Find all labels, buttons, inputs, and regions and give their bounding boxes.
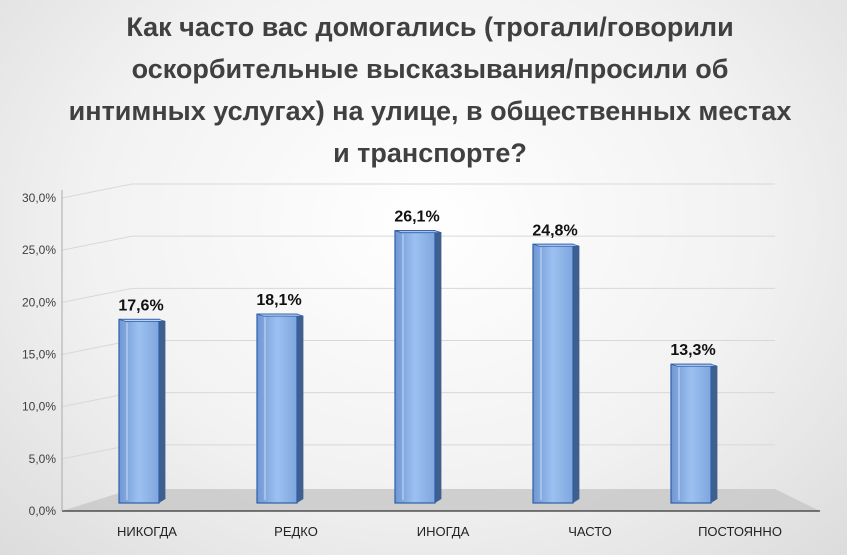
category-label: РЕДКО xyxy=(274,524,318,539)
category-label: ПОСТОЯННО xyxy=(698,524,782,539)
bar-side xyxy=(711,364,718,503)
data-label: 18,1% xyxy=(256,292,301,309)
data-label: 26,1% xyxy=(394,209,439,226)
y-tick-label: 0,0% xyxy=(29,504,57,518)
y-tick-label: 10,0% xyxy=(22,400,56,414)
bar-side xyxy=(159,319,166,503)
bar xyxy=(394,230,436,504)
bar-side xyxy=(573,244,580,503)
y-tick-label: 25,0% xyxy=(22,243,56,257)
category-label: ЧАСТО xyxy=(568,524,611,539)
gridline-diagonal xyxy=(61,183,133,199)
category-label: НИКОГДА xyxy=(117,524,177,539)
bar-top xyxy=(118,318,166,322)
data-labels: 17,6% 18,1% 26,1% 24,8% 13,3% xyxy=(118,209,715,360)
gridline-diagonal xyxy=(61,287,133,303)
y-tick-label: 5,0% xyxy=(29,452,57,466)
bar-side xyxy=(297,314,304,503)
bar-top xyxy=(670,363,718,367)
x-axis: НИКОГДА РЕДКО ИНОГДА ЧАСТО ПОСТОЯННО xyxy=(117,524,782,539)
bar-top xyxy=(256,313,304,317)
y-tick-label: 20,0% xyxy=(22,295,56,309)
chart-floor xyxy=(62,489,820,512)
bar-side xyxy=(435,230,442,503)
chart-title: Как часто вас домогались (трогали/говори… xyxy=(68,12,792,168)
bar-top xyxy=(532,243,580,247)
data-label: 17,6% xyxy=(118,297,163,314)
bar xyxy=(532,243,574,504)
y-tick-label: 30,0% xyxy=(22,191,56,205)
bar-top xyxy=(394,230,442,234)
data-label: 24,8% xyxy=(532,222,577,239)
y-axis: 0,0% 5,0% 10,0% 15,0% 20,0% 25,0% 30,0% xyxy=(22,190,63,518)
floor-plane xyxy=(62,489,820,511)
bar xyxy=(256,313,298,504)
data-label: 13,3% xyxy=(670,342,715,359)
y-tick-label: 15,0% xyxy=(22,348,56,362)
bar xyxy=(670,363,712,504)
category-label: ИНОГДА xyxy=(417,524,470,539)
bars xyxy=(118,230,718,504)
gridline-diagonal xyxy=(61,235,133,251)
gridlines xyxy=(61,183,775,460)
bar xyxy=(118,318,160,504)
